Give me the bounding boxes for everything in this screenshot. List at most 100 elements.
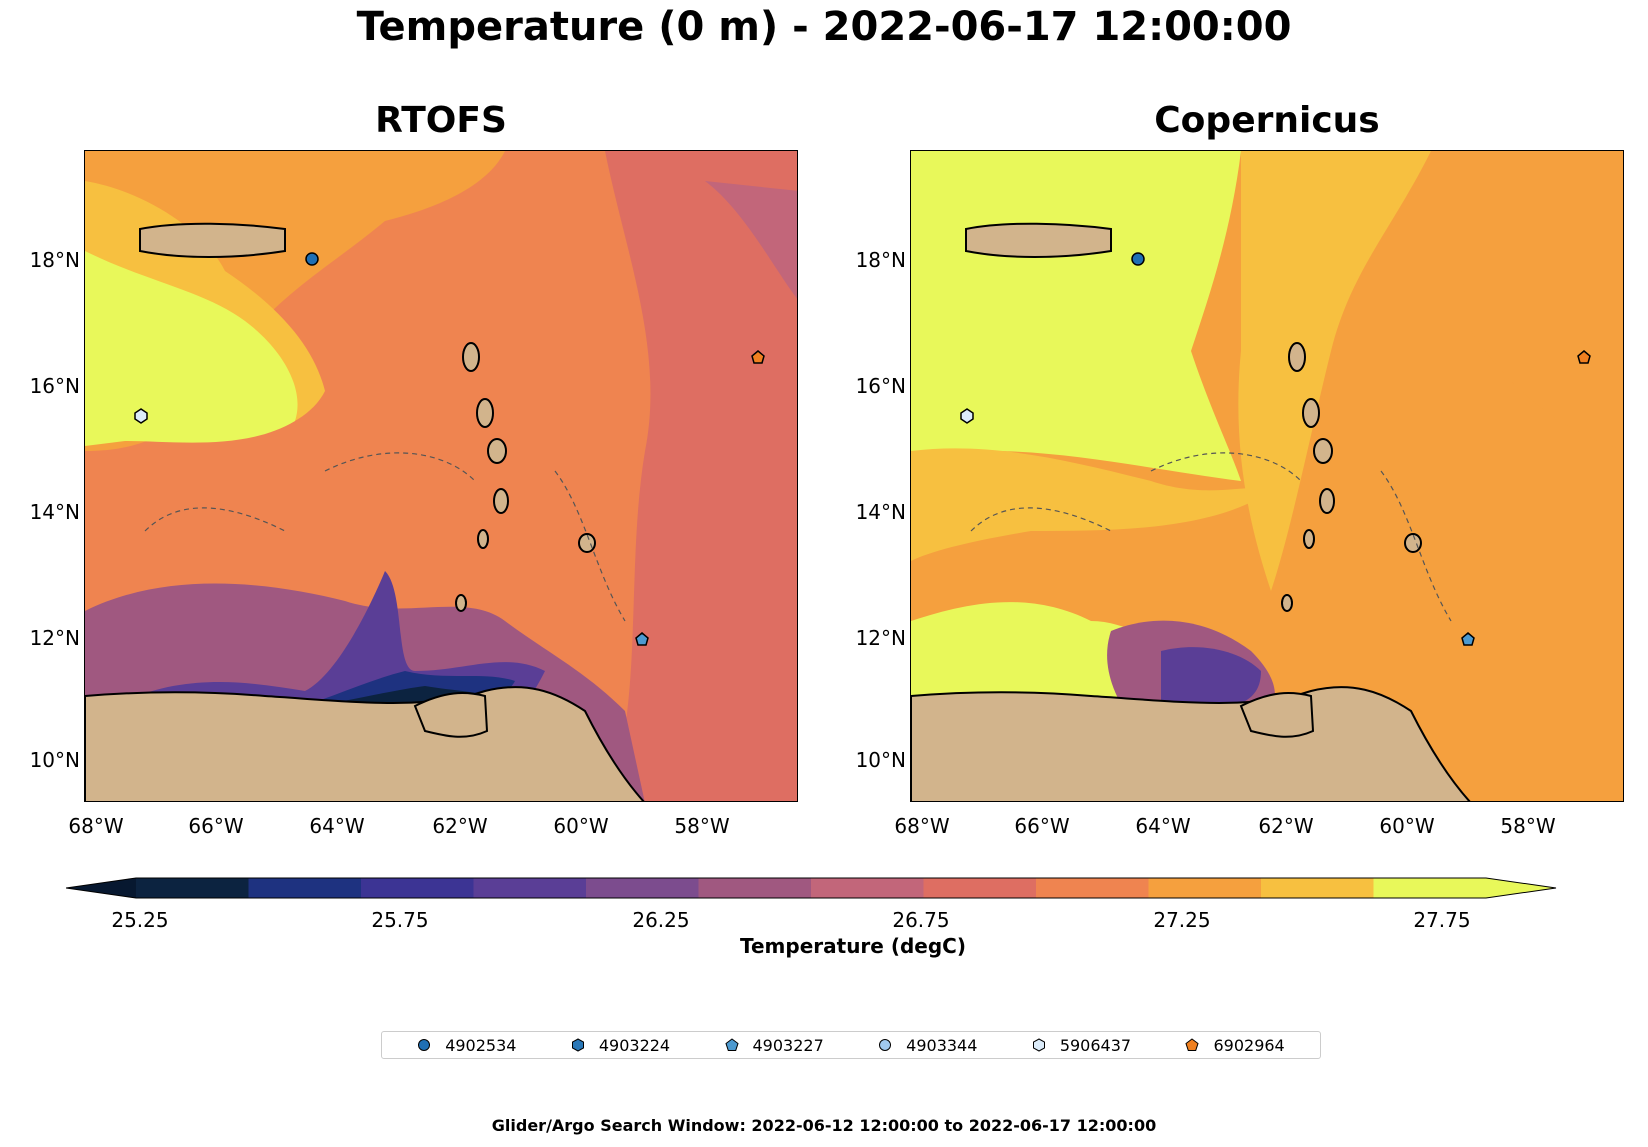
float-marker-4903227[interactable] (1461, 632, 1475, 646)
legend-item: 6902964 (1185, 1035, 1285, 1055)
circle-marker-icon (418, 1039, 431, 1051)
float-marker-5906437[interactable] (960, 408, 974, 424)
colorbar-tick-label: 26.75 (892, 908, 950, 932)
colorbar-segment (136, 878, 249, 898)
lat-label-14n: 14°N (855, 500, 906, 524)
bathymetry-contour (970, 452, 1452, 622)
grenada-island (455, 594, 467, 612)
colorbar-tick-label: 27.25 (1153, 908, 1211, 932)
bathymetry-contour (144, 452, 626, 622)
legend-label: 4903224 (598, 1035, 671, 1055)
colorbar-segment (248, 878, 362, 898)
colorbar-segment (698, 878, 812, 898)
cool-water-region (705, 181, 797, 299)
legend-label: 4903344 (906, 1035, 978, 1055)
legend-label: 6902964 (1213, 1035, 1285, 1055)
panel-title-copernicus: Copernicus (1154, 100, 1380, 141)
lat-label-16n: 16°N (29, 374, 80, 398)
float-marker-6902964[interactable] (751, 350, 765, 364)
colorbar-segment (473, 878, 587, 898)
lat-label-18n: 18°N (855, 248, 906, 272)
colorbar-segment (1373, 878, 1487, 898)
dominica-island (476, 398, 494, 428)
colorbar-segment (923, 878, 1037, 898)
map-panel-copernicus (910, 150, 1624, 802)
colorbar-tick-label: 26.25 (632, 908, 690, 932)
warm-water-region (911, 151, 1241, 481)
south-america-landmass (911, 686, 1471, 801)
guadeloupe-island (1288, 342, 1306, 372)
hexagon-marker-icon (571, 1038, 584, 1052)
dominica-island (1302, 398, 1320, 428)
figure-title: Temperature (0 m) - 2022-06-17 12:00:00 (356, 4, 1292, 50)
lat-label-18n: 18°N (29, 248, 80, 272)
st-lucia-island (493, 488, 509, 514)
lon-label-68w: 68°W (894, 814, 950, 838)
lat-label-14n: 14°N (29, 500, 80, 524)
lon-label-66w: 66°W (1014, 814, 1070, 838)
martinique-island (1313, 438, 1333, 464)
puerto-rico-island (139, 222, 286, 258)
legend-item: 4902534 (417, 1036, 516, 1055)
legend-label: 4902534 (445, 1035, 517, 1055)
barbados-island (578, 533, 596, 553)
map-panel-rtofs (84, 150, 798, 802)
barbados-island (1404, 533, 1422, 553)
lon-label-62w: 62°W (1258, 814, 1314, 838)
warm-water-region (1238, 151, 1431, 591)
grenada-island (1281, 594, 1293, 612)
st-vincent-island (1303, 529, 1315, 549)
legend-label: 5906437 (1059, 1035, 1132, 1055)
st-vincent-island (477, 529, 489, 549)
cool-water-region (605, 151, 797, 801)
lat-label-10n: 10°N (855, 748, 906, 772)
float-marker-4902534[interactable] (1131, 252, 1145, 266)
lon-label-58w: 58°W (674, 814, 730, 838)
colorbar-tick-label: 25.25 (111, 908, 169, 932)
trinidad-island (1239, 692, 1315, 738)
warm-water-region (1451, 151, 1623, 451)
colorbar-title: Temperature (degC) (740, 934, 966, 958)
map-rtofs (85, 151, 797, 801)
legend-item: 5906437 (1032, 1036, 1131, 1055)
warm-water-region (85, 251, 298, 446)
legend-label: 4903227 (752, 1035, 824, 1055)
colorbar-segment (1036, 878, 1149, 898)
colorbar-segment (586, 878, 699, 898)
map-copernicus (911, 151, 1623, 801)
lon-label-58w: 58°W (1500, 814, 1556, 838)
legend-item: 4903227 (724, 1035, 824, 1055)
float-marker-4903227[interactable] (635, 632, 649, 646)
colorbar-tick-label: 27.75 (1413, 908, 1471, 932)
pentagon-marker-icon (724, 1038, 739, 1051)
lat-label-16n: 16°N (855, 374, 906, 398)
colorbar-segment (1148, 878, 1262, 898)
legend-item: 4903224 (571, 1036, 670, 1055)
lat-label-10n: 10°N (29, 748, 80, 772)
colorbar-segment (361, 878, 474, 898)
lon-label-68w: 68°W (68, 814, 124, 838)
panel-title-rtofs: RTOFS (375, 100, 507, 141)
search-window-footer: Glider/Argo Search Window: 2022-06-12 12… (491, 1116, 1157, 1135)
warm-water-region (911, 448, 1271, 561)
circle-marker-icon (879, 1039, 892, 1051)
guadeloupe-island (462, 342, 480, 372)
float-marker-5906437[interactable] (134, 408, 148, 424)
colorbar-outline (66, 877, 1557, 899)
cold-water-region (1161, 647, 1261, 707)
pentagon-marker-icon (1185, 1038, 1200, 1051)
lat-label-12n: 12°N (29, 626, 80, 650)
float-marker-6902964[interactable] (1577, 350, 1591, 364)
lon-label-66w: 66°W (188, 814, 244, 838)
legend-item: 4903344 (878, 1036, 977, 1055)
puerto-rico-island (965, 222, 1112, 258)
lon-label-64w: 64°W (309, 814, 365, 838)
st-lucia-island (1319, 488, 1335, 514)
colorbar-over-arrow (1486, 878, 1556, 898)
lon-label-60w: 60°W (553, 814, 609, 838)
colorbar-segment (811, 878, 924, 898)
lon-label-62w: 62°W (432, 814, 488, 838)
hexagon-marker-icon (1032, 1038, 1045, 1052)
float-marker-4902534[interactable] (305, 252, 319, 266)
lat-label-12n: 12°N (855, 626, 906, 650)
